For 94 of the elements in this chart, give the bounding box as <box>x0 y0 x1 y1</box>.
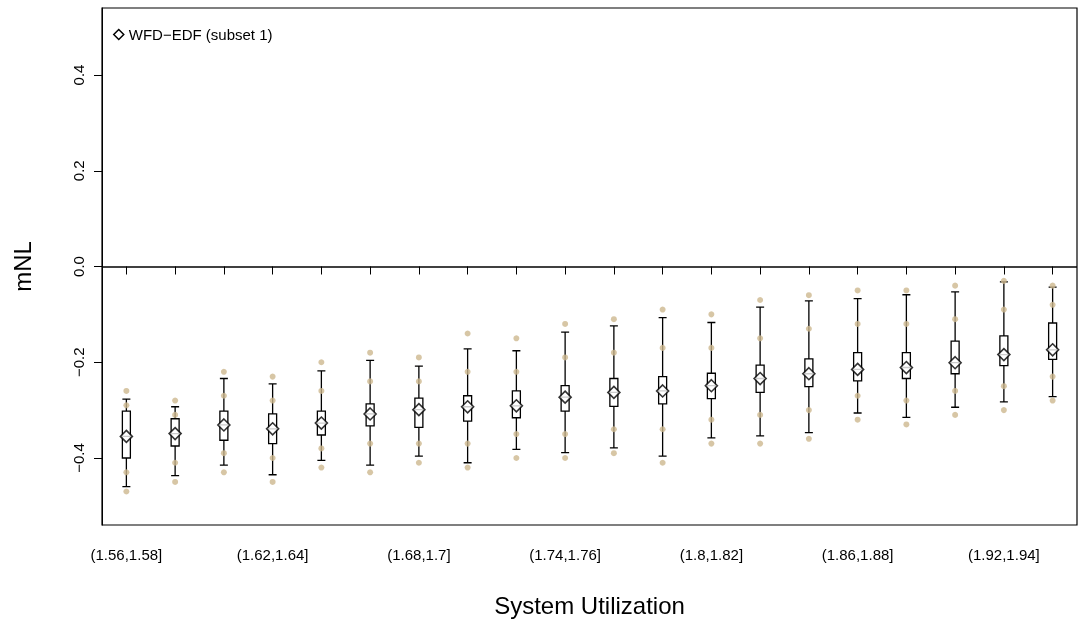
x-tick-label: (1.86,1.88] <box>821 546 894 563</box>
point <box>123 469 130 476</box>
point <box>1000 383 1007 390</box>
point <box>269 373 276 380</box>
point <box>562 320 569 327</box>
x-tick-label: (1.92,1.94] <box>968 546 1040 563</box>
point <box>903 397 910 404</box>
point <box>854 392 861 399</box>
point <box>318 387 325 394</box>
y-tick-label: 0.4 <box>70 64 87 86</box>
point <box>1049 373 1056 380</box>
point <box>220 368 227 375</box>
point <box>952 411 959 418</box>
point <box>1049 301 1056 308</box>
point <box>172 397 179 404</box>
point <box>415 440 422 447</box>
point <box>757 440 764 447</box>
y-tick-label: −0.4 <box>70 443 87 473</box>
point <box>269 454 276 461</box>
point <box>415 378 422 385</box>
x-tick-label: (1.56,1.58] <box>90 546 163 563</box>
y-tick-label: 0.0 <box>70 256 87 277</box>
point <box>367 349 374 356</box>
point <box>708 440 715 447</box>
point <box>367 378 374 385</box>
point <box>708 344 715 351</box>
point <box>172 411 179 418</box>
point <box>1049 397 1056 404</box>
point <box>952 387 959 394</box>
point <box>318 464 325 471</box>
x-tick-label: (1.68,1.7] <box>387 546 451 563</box>
point <box>464 368 471 375</box>
point <box>903 320 910 327</box>
point <box>1000 407 1007 414</box>
point <box>123 387 130 394</box>
point <box>269 478 276 485</box>
point <box>903 421 910 428</box>
point <box>513 368 520 375</box>
point <box>220 392 227 399</box>
point <box>610 426 617 433</box>
point <box>172 478 179 485</box>
point <box>464 440 471 447</box>
point <box>708 311 715 318</box>
point <box>659 426 666 433</box>
point <box>513 335 520 342</box>
point <box>610 316 617 323</box>
point <box>269 397 276 404</box>
point <box>757 335 764 342</box>
x-tick-label: (1.74,1.76] <box>529 546 601 563</box>
point <box>562 354 569 361</box>
point <box>367 469 374 476</box>
point <box>805 435 812 442</box>
point <box>952 316 959 323</box>
point <box>659 306 666 313</box>
point <box>757 411 764 418</box>
point <box>757 297 764 304</box>
x-tick-label: (1.8,1.82] <box>679 546 744 563</box>
legend-label: WFD−EDF (subset 1) <box>128 26 273 43</box>
point <box>854 287 861 294</box>
point <box>172 459 179 466</box>
point <box>318 445 325 452</box>
point <box>318 359 325 366</box>
y-axis-title: mNL <box>8 241 36 292</box>
point <box>123 402 130 409</box>
point <box>1000 306 1007 313</box>
point <box>562 454 569 461</box>
point <box>610 349 617 356</box>
y-tick-label: 0.2 <box>70 160 87 182</box>
point <box>220 469 227 476</box>
point <box>854 416 861 423</box>
point <box>659 459 666 466</box>
point <box>415 354 422 361</box>
y-tick-label: −0.2 <box>70 347 87 378</box>
point <box>805 292 812 299</box>
point <box>1049 282 1056 289</box>
point <box>220 450 227 457</box>
point <box>1000 277 1007 284</box>
point <box>464 330 471 337</box>
point <box>659 344 666 351</box>
point <box>610 450 617 457</box>
point <box>464 464 471 471</box>
point <box>805 407 812 414</box>
point <box>952 282 959 289</box>
x-axis-title: System Utilization <box>494 591 685 619</box>
point <box>562 431 569 438</box>
x-tick-label: (1.62,1.64] <box>236 546 309 563</box>
point <box>513 454 520 461</box>
point <box>708 416 715 423</box>
point <box>367 440 374 447</box>
point <box>903 287 910 294</box>
point <box>415 459 422 466</box>
point <box>854 320 861 327</box>
point <box>513 431 520 438</box>
point <box>805 325 812 332</box>
